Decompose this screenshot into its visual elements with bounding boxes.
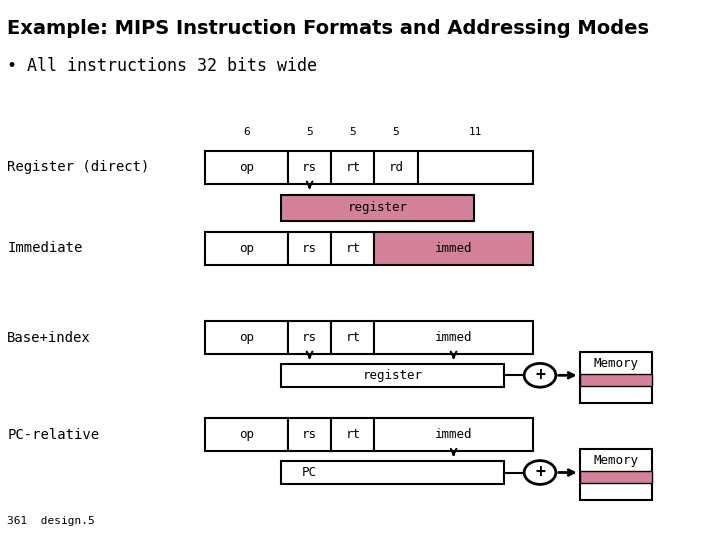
Bar bbox=[374, 418, 533, 451]
Bar bbox=[205, 151, 288, 184]
Text: Example: MIPS Instruction Formats and Addressing Modes: Example: MIPS Instruction Formats and Ad… bbox=[7, 19, 649, 38]
Text: 5: 5 bbox=[349, 127, 356, 137]
Text: • All instructions 32 bits wide: • All instructions 32 bits wide bbox=[7, 57, 318, 75]
Text: rt: rt bbox=[346, 331, 360, 344]
Circle shape bbox=[524, 363, 556, 387]
Bar bbox=[288, 151, 331, 184]
Text: +: + bbox=[535, 366, 545, 384]
Text: register: register bbox=[347, 201, 408, 214]
Bar bbox=[331, 232, 374, 265]
Bar bbox=[331, 418, 374, 451]
Text: rt: rt bbox=[346, 428, 360, 441]
Text: Base+index: Base+index bbox=[7, 330, 91, 345]
Bar bbox=[580, 352, 652, 403]
Bar bbox=[205, 321, 288, 354]
Bar bbox=[374, 232, 533, 265]
Text: op: op bbox=[239, 242, 254, 255]
Text: rt: rt bbox=[346, 161, 360, 174]
Text: op: op bbox=[239, 161, 254, 174]
Bar bbox=[580, 374, 652, 386]
Text: op: op bbox=[239, 331, 254, 344]
Text: immed: immed bbox=[435, 242, 472, 255]
Text: rs: rs bbox=[302, 428, 317, 441]
Text: Immediate: Immediate bbox=[7, 241, 83, 255]
Text: PC-relative: PC-relative bbox=[7, 428, 99, 442]
Text: Memory: Memory bbox=[593, 454, 638, 467]
Bar bbox=[580, 471, 652, 483]
Bar bbox=[205, 232, 288, 265]
Bar bbox=[281, 461, 504, 484]
Bar bbox=[374, 321, 533, 354]
Text: register: register bbox=[362, 369, 423, 382]
Circle shape bbox=[524, 461, 556, 484]
Text: immed: immed bbox=[435, 428, 472, 441]
Bar bbox=[281, 364, 504, 387]
Text: 5: 5 bbox=[306, 127, 313, 137]
Bar bbox=[374, 151, 418, 184]
Bar bbox=[331, 151, 374, 184]
Text: +: + bbox=[535, 463, 545, 482]
Text: op: op bbox=[239, 428, 254, 441]
Bar bbox=[288, 232, 331, 265]
Bar bbox=[580, 449, 652, 500]
Bar bbox=[418, 151, 533, 184]
Text: rt: rt bbox=[346, 242, 360, 255]
Bar bbox=[205, 418, 288, 451]
Text: PC: PC bbox=[302, 466, 317, 479]
Text: immed: immed bbox=[435, 331, 472, 344]
Text: 11: 11 bbox=[469, 127, 482, 137]
Text: rs: rs bbox=[302, 331, 317, 344]
Text: Memory: Memory bbox=[593, 357, 638, 370]
Text: 5: 5 bbox=[392, 127, 400, 137]
Bar bbox=[331, 321, 374, 354]
Text: Register (direct): Register (direct) bbox=[7, 160, 150, 174]
Bar bbox=[288, 418, 331, 451]
Text: 6: 6 bbox=[243, 127, 250, 137]
Text: rs: rs bbox=[302, 242, 317, 255]
Bar bbox=[288, 321, 331, 354]
Text: rd: rd bbox=[389, 161, 403, 174]
Bar bbox=[281, 195, 474, 221]
Text: 361  design.5: 361 design.5 bbox=[7, 516, 95, 526]
Text: rs: rs bbox=[302, 161, 317, 174]
